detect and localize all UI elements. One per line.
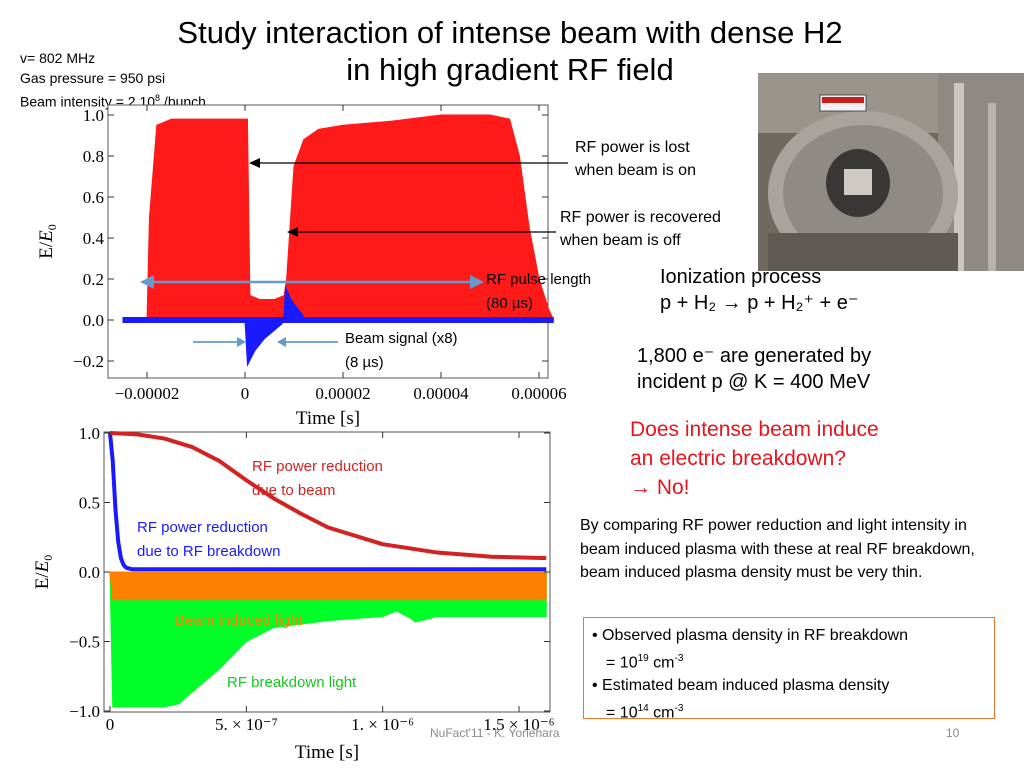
electrons-line-1: 1,800 e⁻ are generated by [637, 345, 872, 367]
bottom-y-axis-label: E/E0 [32, 555, 55, 590]
rf-pulse-arrowhead-right [470, 275, 484, 289]
slide-title: Study interaction of intense beam with d… [110, 14, 910, 88]
bottom-x-tick-label: 5. × 10⁻⁷ [215, 715, 278, 734]
danger-sign-band [822, 97, 864, 103]
photo-pipe-1 [954, 83, 964, 271]
top-x-axis-label: Time [s] [296, 408, 360, 429]
label-rf-reduction-breakdown-1: RF power reduction [137, 519, 268, 536]
rf-recovered-text: RF power is recovered when beam is off [560, 206, 721, 252]
bullet-1-unit-exp: -3 [674, 653, 684, 664]
ionization-equation: p + H₂ → p + H₂⁺ + e⁻ [660, 292, 859, 314]
bottom-x-tick-label: 1.5 × 10⁻⁶ [483, 715, 554, 734]
top-y-tick-label: 0.4 [83, 229, 105, 248]
beam-light-area [109, 571, 547, 601]
footer-text: NuFact'11 - K. Yonehara [430, 726, 560, 740]
beam-arrowhead-right [277, 337, 286, 347]
photo-floor [768, 233, 958, 271]
rf-beam-line [109, 431, 547, 561]
rf-pulse-arrowhead-left [140, 275, 154, 289]
question-block: Does intense beam induce an electric bre… [630, 415, 879, 502]
bottom-x-axis-label: Time [s] [295, 742, 359, 763]
beam-arrowhead-left [237, 337, 246, 347]
top-y-tick-label: −0.2 [73, 352, 104, 371]
question-line-1: Does intense beam induce [630, 418, 879, 441]
rf-pulse-value: (80 µs) [486, 295, 533, 312]
density-box: • Observed plasma density in RF breakdow… [583, 617, 995, 722]
top-y-tick-label: 0.6 [83, 188, 104, 207]
title-line-2: in high gradient RF field [346, 52, 674, 87]
electrons-line-2: incident p @ K = 400 MeV [637, 371, 871, 393]
label-rf-reduction-breakdown-2: due to RF breakdown [137, 543, 280, 560]
top-x-tick-label: 0.00004 [413, 384, 469, 403]
beam-signal-pulse [122, 319, 554, 367]
bullet-1-base: = 10 [606, 654, 638, 672]
bullet-2: • Estimated beam induced plasma density [592, 677, 890, 695]
top-y-tick-label: 1.0 [83, 106, 104, 125]
top-chart: 1.0 0.8 0.6 0.4 0.2 0.0 −0.2 −0.00002 0 0.00002 0.… [36, 104, 591, 429]
question-line-2: an electric breakdown? [630, 447, 846, 470]
apparatus-photo [758, 73, 1024, 271]
question-answer: → No! [630, 476, 690, 499]
bottom-x-tick-label: 1. × 10⁻⁶ [351, 715, 414, 734]
top-x-tick-label: 0 [241, 384, 250, 403]
bullet-1: • Observed plasma density in RF breakdow… [592, 627, 908, 644]
top-x-tick-label: 0.00006 [511, 384, 566, 403]
ionization-block: Ionization process p + H₂ → p + H₂⁺ + e⁻ [660, 264, 858, 316]
param-intensity-exp: 8 [155, 93, 161, 103]
beam-signal-label: Beam signal (x8) [345, 330, 458, 347]
title-line-1: Study interaction of intense beam with d… [177, 15, 843, 50]
rf-recovered-line-1: RF power is recovered [560, 209, 721, 226]
top-y-tick-label: 0.2 [83, 270, 104, 289]
rf-lost-arrowhead [249, 158, 260, 168]
bottom-y-tick-label: 0.0 [79, 563, 100, 582]
rf-lost-text: RF power is lost when beam is on [575, 136, 696, 182]
param-pressure: Gas pressure = 950 psi [20, 70, 166, 86]
rf-recovered-line-2: when beam is off [560, 232, 681, 249]
rf-breakdown-line [108, 432, 547, 572]
photo-pipe-2 [988, 103, 996, 271]
bottom-y-tick-label: −0.5 [69, 633, 100, 652]
rf-envelope-area [122, 114, 555, 321]
rf-recovered-arrowhead [287, 227, 298, 237]
page-number: 10 [946, 726, 960, 740]
bullet-1-unit: cm [648, 654, 675, 672]
top-y-tick-label: 0.0 [83, 311, 104, 330]
comparison-paragraph: By comparing RF power reduction and ligh… [580, 517, 975, 581]
bottom-chart: 1.0 0.5 0.0 −0.5 −1.0 0 5. × 10⁻⁷ 1. × 10⁻⁶ 1.5 … [32, 424, 555, 763]
beam-signal-recovery [283, 285, 304, 320]
bullet-2-value: = 1014 cm-3 [592, 697, 986, 724]
bottom-y-tick-label: 0.5 [79, 494, 100, 513]
label-breakdown-light: RF breakdown light [227, 674, 357, 691]
bullet-2-exp: 14 [637, 703, 649, 715]
top-x-tick-label: 0.00002 [315, 384, 370, 403]
electrons-block: 1,800 e⁻ are generated by incident p @ K… [637, 343, 871, 395]
bullet-2-base: = 10 [606, 704, 638, 722]
top-y-axis-label: E/E0 [36, 224, 59, 259]
bullet-2-unit: cm [648, 704, 675, 722]
bottom-y-tick-label: 1.0 [79, 424, 100, 443]
bottom-x-tick-label: 0 [106, 715, 115, 734]
label-rf-reduction-beam-2: due to beam [252, 482, 335, 499]
breakdown-light-area [109, 571, 547, 708]
beam-signal-value: (8 µs) [345, 354, 384, 371]
rf-lost-line-2: when beam is on [575, 162, 696, 179]
rf-pulse-label: RF pulse length [486, 271, 591, 288]
param-frequency: v= 802 MHz [20, 50, 96, 66]
rf-lost-line-1: RF power is lost [575, 139, 690, 156]
top-x-tick-label: −0.00002 [115, 384, 180, 403]
photo-port-fixture [844, 169, 872, 195]
ionization-title: Ionization process [660, 266, 822, 288]
bullet-1-exp: 19 [637, 653, 649, 664]
bottom-y-tick-label: −1.0 [69, 702, 100, 721]
label-rf-reduction-beam-1: RF power reduction [252, 458, 383, 475]
bullet-1-value: = 1019 cm-3 [592, 647, 986, 674]
bullet-2-unit-exp: -3 [674, 703, 684, 715]
label-beam-light: Beam induced light [175, 612, 303, 629]
top-y-tick-label: 0.8 [83, 147, 104, 166]
